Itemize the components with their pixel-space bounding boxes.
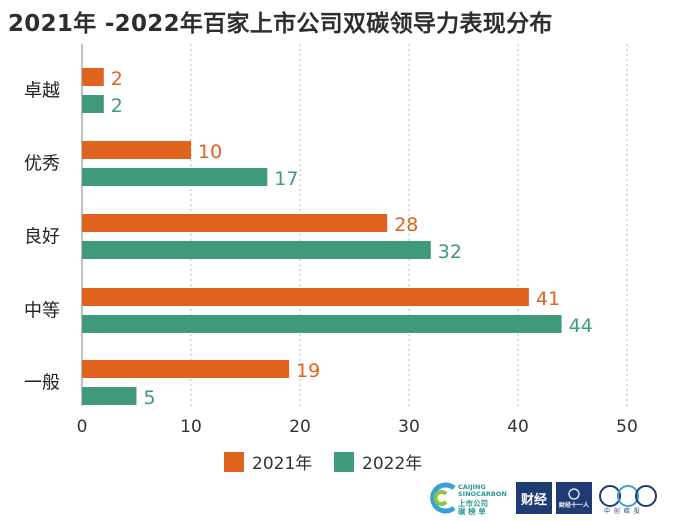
caijing-magazine-logo: 财经: [516, 482, 552, 514]
data-label: 10: [198, 141, 222, 163]
x-tick-label: 50: [616, 417, 638, 437]
caijing-carbon-list-logo: CAIJING SINOCARBON 上市公司 碳 榜 单: [428, 480, 510, 516]
sinocarbon-circles-logo: [599, 485, 657, 507]
sinocarbon-text: 中 创 碳 投: [604, 508, 641, 515]
bar: [82, 214, 388, 232]
x-tick-label: 20: [289, 417, 311, 437]
chart-title: 2021年 -2022年百家上市公司双碳领导力表现分布: [8, 11, 553, 37]
x-tick-label: 10: [180, 417, 202, 437]
bar: [82, 288, 529, 306]
x-tick-label: 0: [77, 417, 88, 437]
bar: [82, 168, 268, 186]
category-label: 优秀: [24, 154, 60, 175]
data-label: 41: [536, 288, 560, 310]
bar: [82, 68, 104, 86]
legend-label: 2022年: [362, 454, 422, 474]
data-label: 32: [438, 241, 462, 263]
caijing-line2: SINOCARBON: [458, 490, 507, 498]
data-label: 17: [274, 168, 298, 190]
x-tick-label: 30: [398, 417, 420, 437]
caijing-eleven-logo: 财经十一人: [556, 482, 592, 514]
data-label: 19: [296, 360, 320, 382]
data-label: 28: [394, 214, 418, 236]
legend-label: 2021年: [252, 454, 312, 474]
caijing-eleven-text: 财经十一人: [558, 501, 589, 509]
bar: [82, 141, 191, 159]
data-label: 2: [111, 68, 123, 90]
bars: [82, 68, 562, 405]
caijing-cn2: 碳 榜 单: [458, 507, 486, 516]
bar: [82, 95, 104, 113]
category-label: 中等: [24, 301, 60, 322]
category-label: 一般: [24, 373, 60, 394]
caijing-swirl-icon: [430, 482, 456, 514]
bar: [82, 315, 562, 333]
category-label: 良好: [24, 227, 60, 248]
category-label: 卓越: [24, 81, 60, 102]
caijing-line1: CAIJING: [458, 483, 486, 491]
bar: [82, 387, 137, 405]
legend-swatch: [224, 452, 244, 472]
bar: [82, 241, 431, 259]
globe-icon: [568, 487, 580, 500]
caijing-cn1: 上市公司: [458, 499, 488, 508]
bar: [82, 360, 290, 378]
sponsor-logos: CAIJING SINOCARBON 上市公司 碳 榜 单 财经 财经十一人 中…: [420, 478, 695, 518]
data-label: 44: [569, 315, 593, 337]
legend: 2021年 2022年: [224, 452, 422, 474]
data-label: 5: [144, 387, 156, 409]
x-tick-label: 40: [507, 417, 529, 437]
data-label: 2: [111, 95, 123, 117]
legend-swatch: [334, 452, 354, 472]
